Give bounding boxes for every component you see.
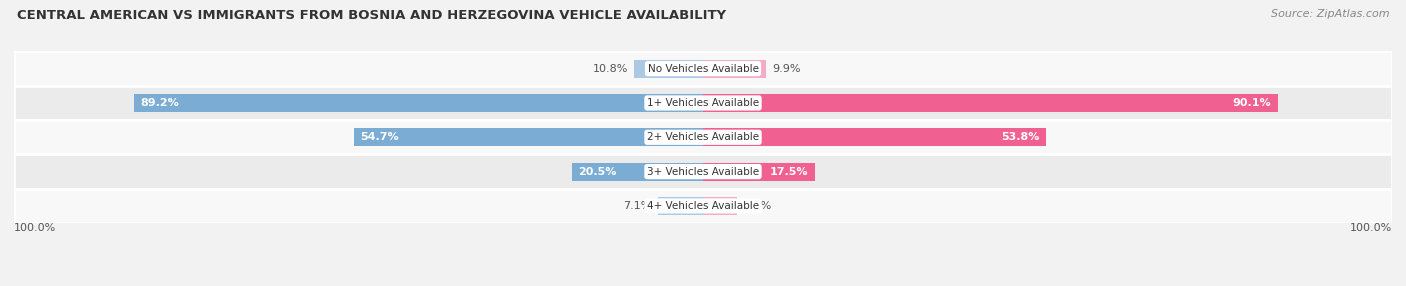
Text: CENTRAL AMERICAN VS IMMIGRANTS FROM BOSNIA AND HERZEGOVINA VEHICLE AVAILABILITY: CENTRAL AMERICAN VS IMMIGRANTS FROM BOSN… xyxy=(17,9,725,21)
Bar xyxy=(634,60,703,78)
Bar xyxy=(703,94,1278,112)
Text: 9.9%: 9.9% xyxy=(772,64,801,74)
Text: 20.5%: 20.5% xyxy=(579,167,617,176)
Bar xyxy=(14,86,1392,120)
Bar xyxy=(703,128,1046,146)
Text: 5.3%: 5.3% xyxy=(744,201,772,211)
Bar xyxy=(658,197,703,215)
Text: 100.0%: 100.0% xyxy=(1350,223,1392,233)
Bar xyxy=(14,189,1392,223)
Text: 89.2%: 89.2% xyxy=(141,98,179,108)
Text: 10.8%: 10.8% xyxy=(592,64,627,74)
Bar xyxy=(703,60,766,78)
Bar xyxy=(14,120,1392,154)
Text: 2+ Vehicles Available: 2+ Vehicles Available xyxy=(647,132,759,142)
Bar xyxy=(354,128,703,146)
Text: Source: ZipAtlas.com: Source: ZipAtlas.com xyxy=(1271,9,1389,19)
Bar xyxy=(134,94,703,112)
Bar xyxy=(703,197,737,215)
Bar xyxy=(14,51,1392,86)
Text: 3+ Vehicles Available: 3+ Vehicles Available xyxy=(647,167,759,176)
Text: 1+ Vehicles Available: 1+ Vehicles Available xyxy=(647,98,759,108)
Bar xyxy=(572,163,703,180)
Text: 7.1%: 7.1% xyxy=(623,201,651,211)
Bar xyxy=(703,163,814,180)
Text: 90.1%: 90.1% xyxy=(1233,98,1271,108)
Bar xyxy=(14,154,1392,189)
Text: 17.5%: 17.5% xyxy=(769,167,808,176)
Text: No Vehicles Available: No Vehicles Available xyxy=(648,64,758,74)
Text: 54.7%: 54.7% xyxy=(360,132,399,142)
Text: 100.0%: 100.0% xyxy=(14,223,56,233)
Text: 53.8%: 53.8% xyxy=(1001,132,1040,142)
Text: 4+ Vehicles Available: 4+ Vehicles Available xyxy=(647,201,759,211)
